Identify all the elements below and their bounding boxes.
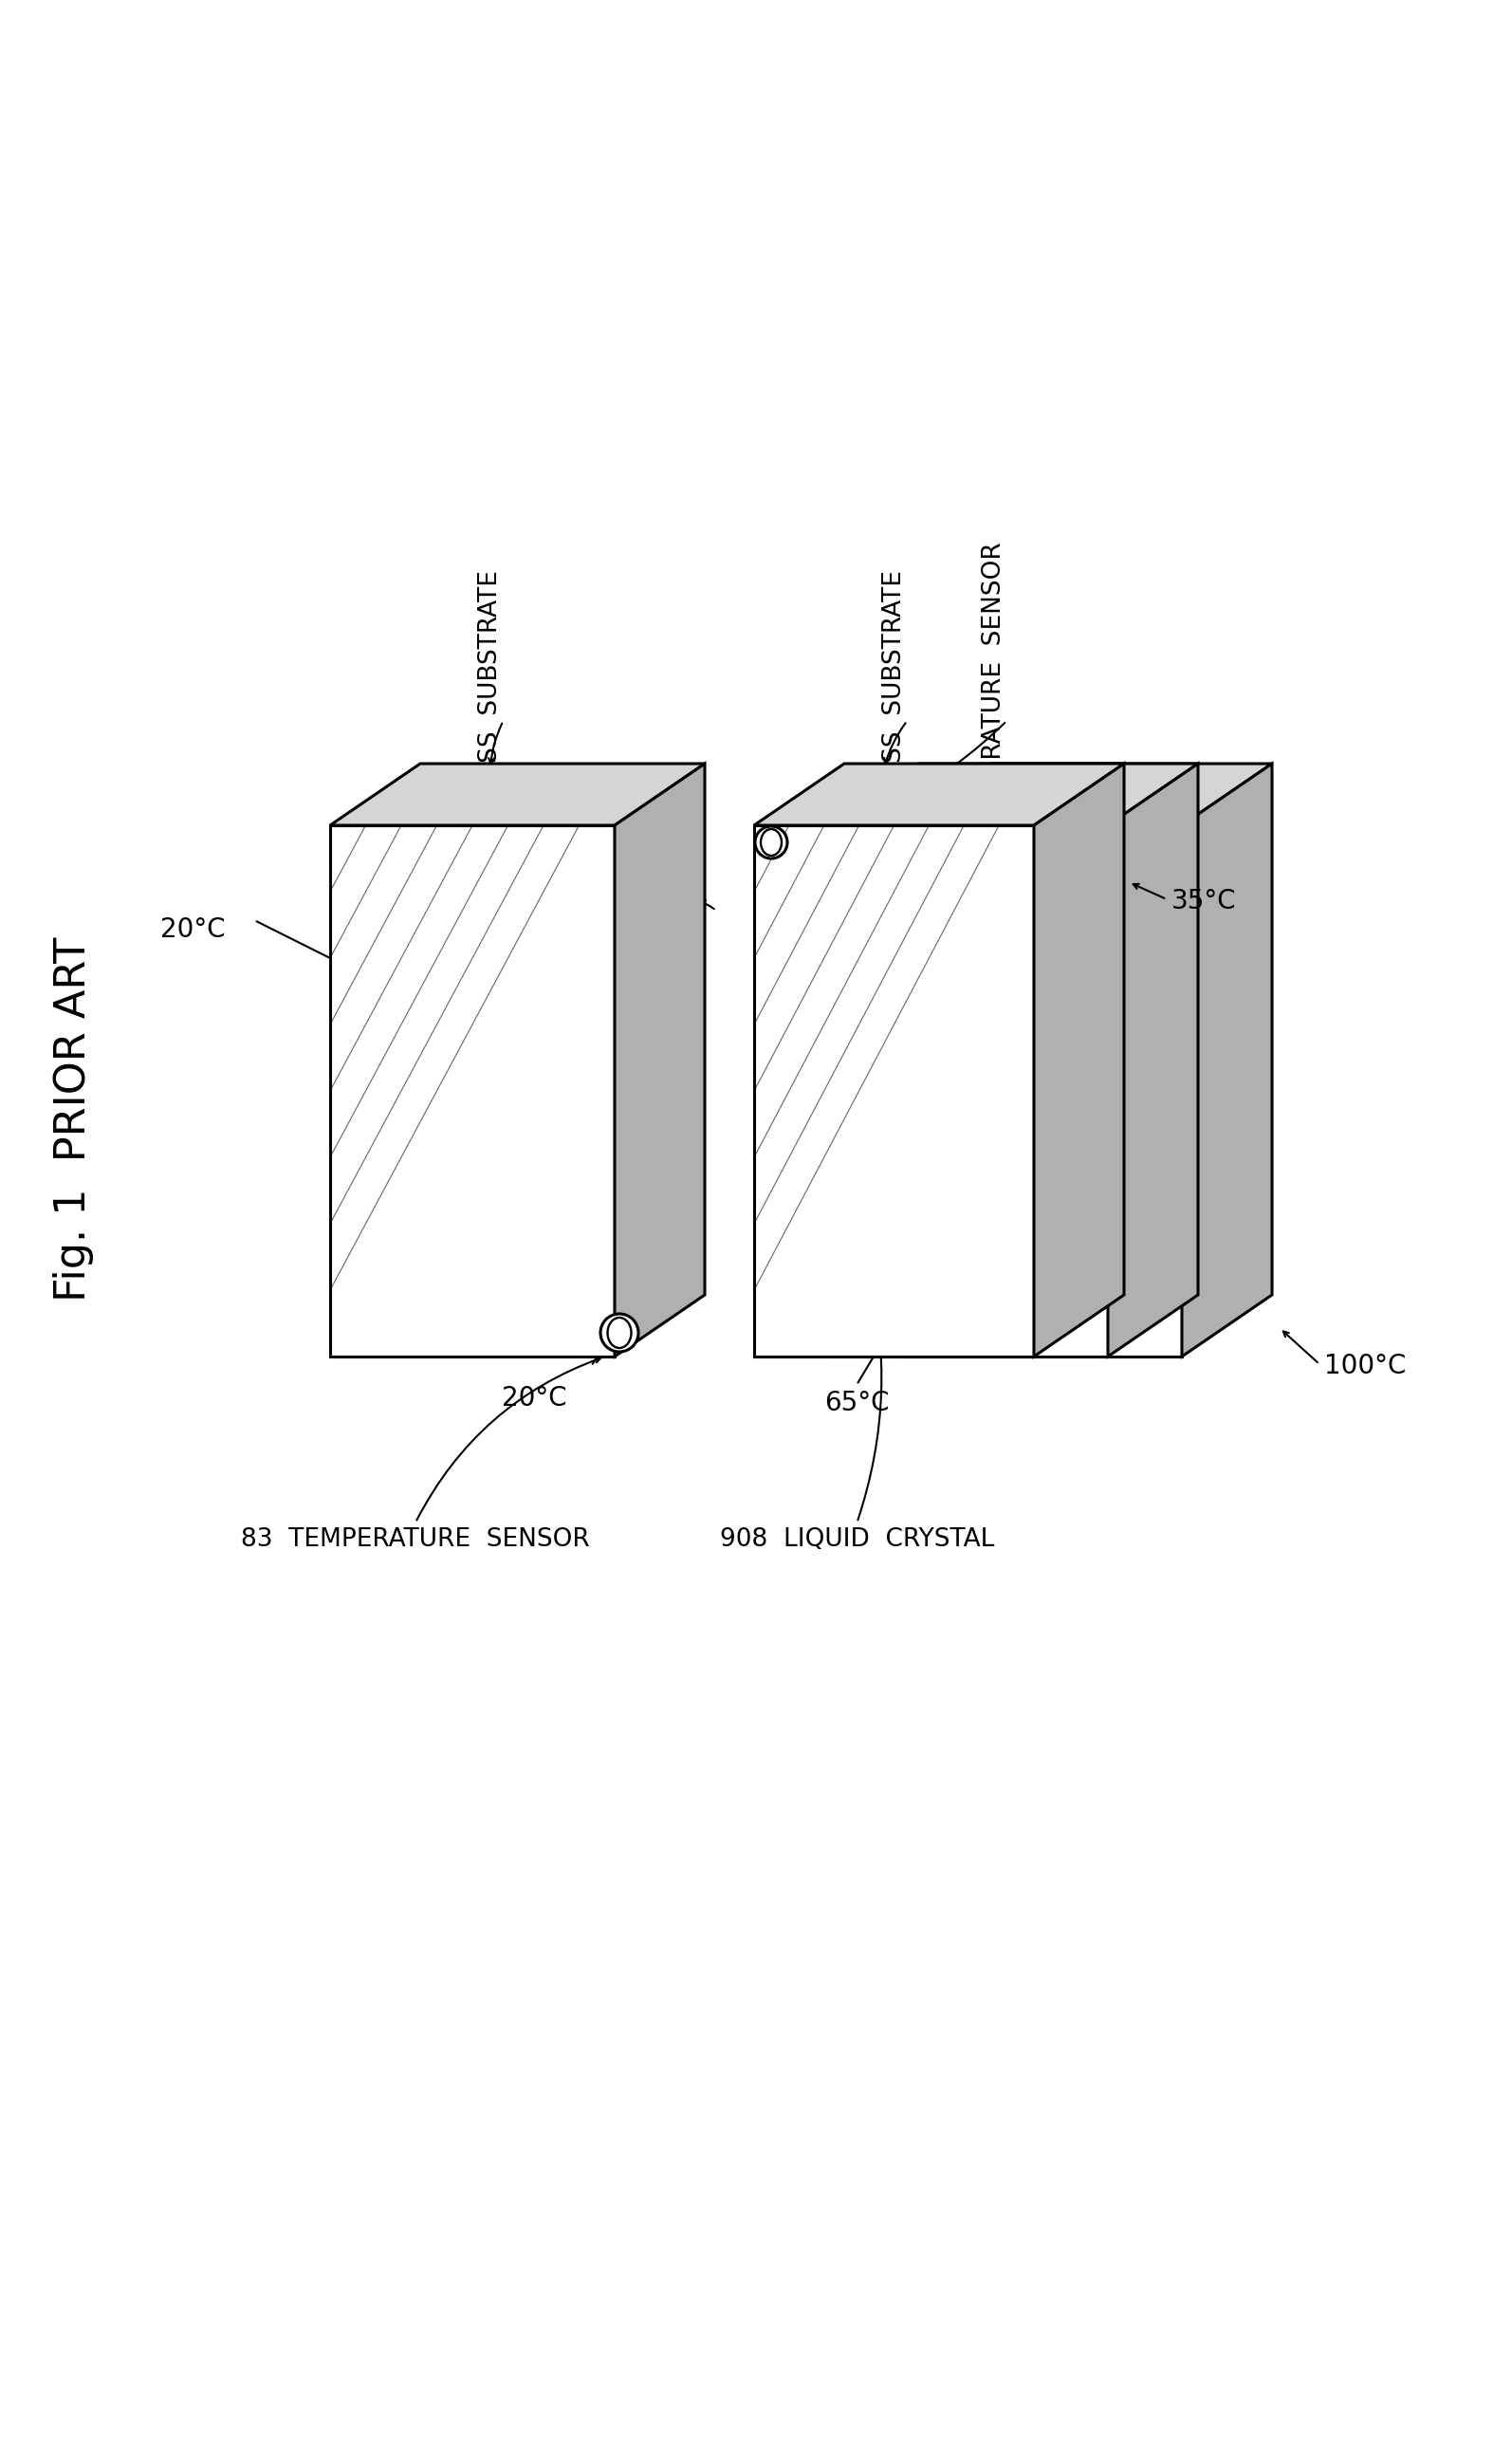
Polygon shape	[903, 763, 1272, 826]
Text: 35°C: 35°C	[1172, 887, 1237, 914]
Text: 83  TEMPERATURE  SENSOR: 83 TEMPERATURE SENSOR	[981, 541, 1007, 890]
Text: 10  GLASS  SUBSTRATE: 10 GLASS SUBSTRATE	[478, 570, 503, 863]
Polygon shape	[330, 763, 705, 826]
Polygon shape	[615, 763, 705, 1357]
Text: 29  GLASS  SUBSTRATE: 29 GLASS SUBSTRATE	[883, 570, 907, 863]
Text: 908  LIQUID  CRYSTAL: 908 LIQUID CRYSTAL	[720, 1528, 995, 1552]
Text: 65°C: 65°C	[824, 1389, 889, 1416]
Polygon shape	[754, 826, 1034, 1357]
Text: Fig. 1  PRIOR ART: Fig. 1 PRIOR ART	[53, 938, 94, 1301]
Polygon shape	[903, 826, 1182, 1357]
Text: 20°C: 20°C	[160, 916, 225, 943]
Polygon shape	[829, 826, 1108, 1357]
Text: 83  TEMPERATURE  SENSOR: 83 TEMPERATURE SENSOR	[240, 1528, 590, 1552]
Polygon shape	[1182, 763, 1272, 1357]
Circle shape	[754, 826, 788, 858]
Text: 100°C: 100°C	[1325, 1353, 1406, 1379]
Polygon shape	[1108, 763, 1198, 1357]
Polygon shape	[829, 763, 1198, 826]
Text: 20°C: 20°C	[502, 1384, 567, 1411]
Polygon shape	[1034, 763, 1123, 1357]
Polygon shape	[754, 763, 1123, 826]
Circle shape	[600, 1314, 638, 1353]
Polygon shape	[330, 826, 615, 1357]
Text: 25°C: 25°C	[618, 911, 683, 938]
